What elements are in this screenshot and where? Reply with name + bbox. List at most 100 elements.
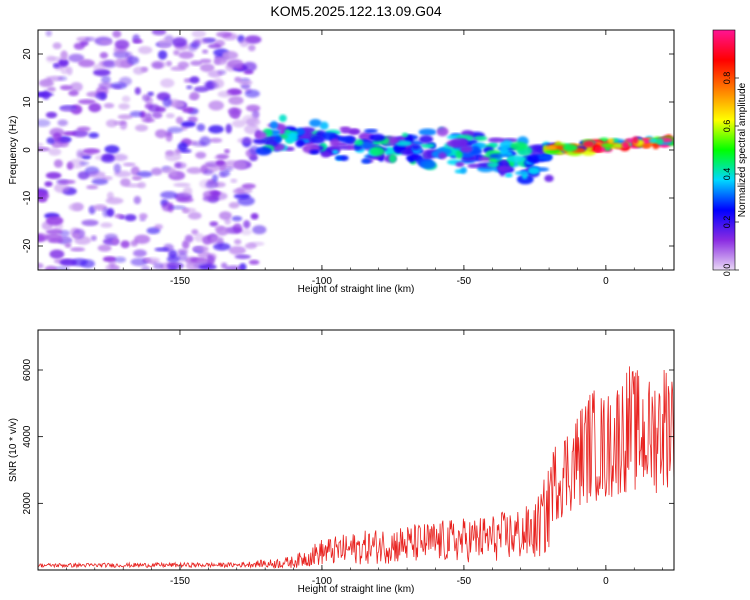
spectrogram-blob (70, 82, 83, 92)
spectrogram-blob (632, 136, 639, 145)
spectrogram-blob (132, 39, 143, 44)
spectrogram-blob (248, 44, 256, 52)
spectrogram-blob (219, 211, 232, 221)
spectrogram-blob (88, 102, 102, 113)
spectrogram-blob (209, 221, 219, 227)
spectrogram-blob (76, 126, 91, 132)
spectrogram-blob (203, 169, 214, 176)
spectrogram-blob (232, 223, 243, 234)
spectrogram-blob (78, 99, 96, 105)
spectrogram-blob (419, 135, 434, 144)
spectrogram-blob (147, 91, 154, 97)
spectrogram-blob (164, 152, 182, 162)
spectrogram-blob (185, 140, 198, 145)
chart-title: KOM5.2025.122.13.09.G04 (270, 3, 441, 19)
spectrogram-blob (154, 224, 164, 230)
spectrogram-blob (138, 46, 153, 55)
spectrogram-blob (136, 171, 153, 178)
spectrogram-blob (455, 161, 465, 167)
spectrogram-blob (122, 162, 136, 167)
spectrogram-blob (195, 151, 207, 159)
spectrogram-blob (45, 229, 63, 235)
spectrogram-blob (102, 207, 109, 218)
spectrogram-blob (231, 119, 246, 128)
spectrogram-blob (642, 144, 652, 149)
spectrogram-blob (48, 148, 62, 156)
spectrogram-blob (230, 178, 238, 183)
spectrogram-blob (180, 121, 196, 128)
spectrogram-blob (285, 134, 298, 143)
spectrogram-blob (60, 106, 77, 112)
spectrogram-blob (252, 225, 267, 235)
spectrogram-blob (38, 262, 44, 269)
spectrogram-blob (621, 141, 630, 149)
spectrogram-blob (195, 258, 210, 265)
snr-x-axis: -150 -100 -50 0 (37, 330, 663, 587)
y-tick-label: 6000 (22, 358, 33, 381)
spectrogram-blob (53, 159, 63, 168)
spectrogram-blob (364, 128, 378, 134)
spectrogram-blob (279, 114, 287, 122)
spectrogram-blob (244, 35, 262, 44)
spectrogram-blob (152, 111, 163, 119)
colorbar-tick-label: 0.2 (722, 216, 732, 229)
spectrogram-blob (106, 191, 114, 200)
spectrogram-blob (507, 155, 525, 163)
y-tick-label: 4000 (22, 425, 33, 448)
spectrogram-blob (161, 202, 173, 212)
spectrogram-blob (68, 203, 83, 212)
spectrogram-blob (57, 119, 68, 127)
spectrogram-blob (248, 241, 265, 246)
spectrogram-blob (411, 144, 421, 150)
spectrogram-blob (370, 146, 385, 156)
spectrogram-blob (105, 119, 118, 128)
spectrogram-blob (309, 119, 322, 127)
spectrogram-blob (486, 162, 500, 168)
spectrogram-blob (173, 49, 180, 56)
spectrogram-blob (544, 174, 554, 182)
spectrogram-blob (133, 196, 141, 205)
y-tick-label: 0 (22, 147, 33, 153)
spectrogram-blob (269, 121, 279, 130)
spectrogram-blob (165, 132, 173, 142)
spectrogram-blob (209, 235, 225, 245)
spectrogram-blob (133, 66, 145, 75)
spectrogram-blob (349, 129, 361, 135)
spectrogram-blob (178, 51, 194, 59)
spectrogram-blob (222, 160, 241, 169)
spectrogram-blob (274, 135, 282, 143)
spectrogram-blob (582, 140, 595, 148)
spectrogram-blob (93, 69, 111, 77)
spectrogram-blob (234, 254, 251, 260)
colorbar-tick-label: 0.4 (722, 168, 732, 181)
spectrogram-blob (186, 167, 203, 174)
spectrogram-blob (119, 120, 128, 130)
spectrogram-blob (222, 32, 238, 41)
spectrogram-blob (182, 240, 190, 250)
spectrogram-blob (160, 191, 178, 199)
spectrogram-blob (124, 214, 137, 222)
spectrogram-blob (38, 234, 46, 242)
snr-panel: -150 -100 -50 0 2000 4000 6000 Height of stra… (8, 329, 675, 595)
spectrogram-blob (48, 238, 64, 244)
spectrogram-blob (111, 237, 120, 246)
spectrogram-blob (207, 43, 222, 49)
spectrogram-blob (157, 39, 172, 49)
spectrogram-blob (53, 266, 70, 270)
spectrogram-blob (45, 111, 58, 119)
spectrogram-blob (187, 116, 198, 123)
spectrogram-blob (165, 113, 175, 119)
snr-series-line (38, 366, 674, 570)
spectrogram-blob (239, 38, 249, 48)
snr-x-label: Height of straight line (km) (298, 584, 415, 595)
spectrogram-blob (231, 215, 243, 222)
spectrogram-blob (188, 211, 202, 220)
spectrogram-blob (192, 245, 209, 253)
colorbar-ticks: 0.0 0.2 0.4 0.6 0.8 (722, 72, 739, 277)
spectrogram-blob (207, 70, 223, 78)
spectrogram-blob (92, 63, 106, 71)
colorbar-tick-label: 0.0 (722, 264, 732, 277)
x-tick-label: -150 (170, 576, 190, 587)
spectrogram-blob (214, 57, 228, 65)
spectrogram-blob (254, 131, 267, 140)
